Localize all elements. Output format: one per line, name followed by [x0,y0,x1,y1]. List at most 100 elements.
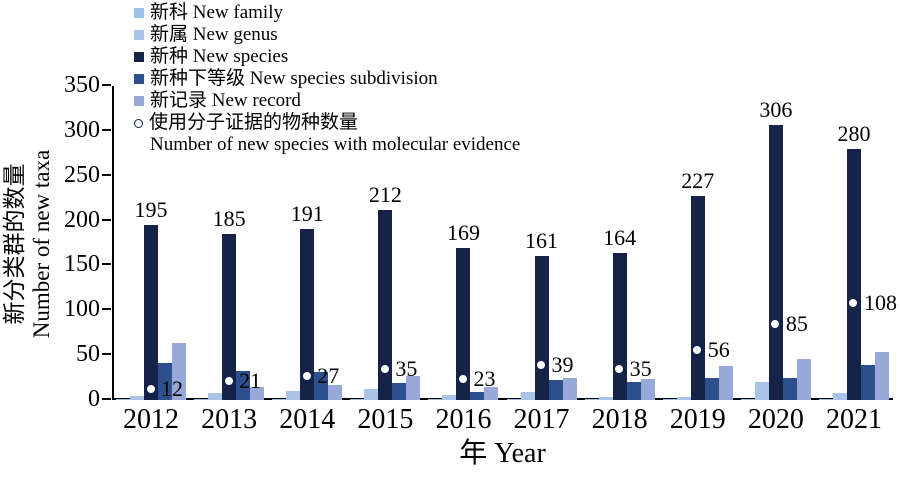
bar-new-genus-2019 [676,397,691,400]
bar-new-family-2018 [584,399,599,400]
year-group-2020: 306 85 2020 [737,86,815,435]
molecular-evidence-label: 85 [785,310,808,336]
bar-new-family-2014 [272,399,287,400]
legend-label: 新种下等级 New species subdivision [150,68,438,89]
bar-new-family-2015 [350,399,365,400]
bar-new-genus-2012 [130,396,145,400]
year-group-2012: 195 12 2012 [112,86,190,435]
bar-new-record-2016 [484,387,499,400]
bar-new-genus-2016 [442,394,457,400]
x-axis-tick-label: 2017 [513,404,570,435]
legend-item-new-species-subdivision: 新种下等级 New species subdivision [134,68,520,90]
legend-item-molecular-evidence-en: Number of new species with molecular evi… [134,134,520,156]
bar-new-record-2020 [796,358,811,400]
legend-swatch-icon [134,30,144,40]
bar-value-label: 191 [290,200,324,226]
bar-new-species-2019 [690,196,705,400]
legend-swatch-icon [134,74,144,84]
bar-new-family-2017 [506,399,521,400]
legend-label: 新属 New genus [150,24,278,45]
bar-new-record-2014 [328,384,343,400]
year-group-2014: 191 27 2014 [268,86,346,435]
year-group-2018: 164 35 2018 [581,86,659,435]
bar-new-genus-2017 [520,391,535,400]
molecular-evidence-label: 12 [161,376,184,402]
molecular-evidence-label: 27 [317,362,340,388]
bar-new-species-subdivision-2021 [860,365,875,400]
y-axis-tick-label: 200 [64,206,100,233]
molecular-evidence-label: 56 [707,336,730,362]
bar-new-species-2021 [846,148,861,400]
bar-new-species-subdivision-2015 [392,382,407,400]
legend-label: 新记录 New record [150,90,301,111]
bar-new-species-2017 [534,255,549,400]
bar-value-label: 195 [134,197,168,223]
y-axis-tick [102,263,111,266]
molecular-evidence-label: 21 [239,368,262,394]
bar-new-record-2017 [562,378,577,400]
molecular-evidence-marker [535,359,548,372]
bar-new-family-2013 [194,399,209,400]
legend-swatch-icon [134,8,144,18]
legend-label: Number of new species with molecular evi… [150,134,521,155]
molecular-evidence-marker [691,343,704,356]
plot-area [112,86,893,400]
y-axis-tick-label: 50 [76,341,100,368]
bar-new-species-2014 [300,228,315,400]
y-axis-tick [102,218,111,221]
legend-item-new-family: 新科 New family [134,2,520,24]
x-axis-tick-label: 2012 [123,404,180,435]
bar-new-species-2020 [768,125,783,400]
x-axis-tick-label: 2015 [357,404,414,435]
bar-new-record-2012 [172,342,187,400]
y-axis-tick-label: 250 [64,161,100,188]
x-axis-tick-label: 2021 [825,404,882,435]
y-axis-title: 新分类群的数量 Number of new taxa [1,87,57,401]
bar-new-genus-2014 [286,391,301,400]
molecular-evidence-marker [847,297,860,310]
bar-new-genus-2020 [754,382,769,400]
legend-swatch-icon [134,96,144,106]
bar-new-species-subdivision-2019 [704,378,719,400]
molecular-evidence-label: 23 [473,366,496,392]
bar-new-species-subdivision-2012 [158,363,173,400]
bar-cluster [190,86,268,400]
molecular-evidence-label: 35 [629,355,652,381]
bar-new-record-2019 [718,365,733,400]
bar-cluster [815,86,893,400]
bar-cluster [112,86,190,400]
bar-new-genus-2013 [208,392,223,400]
legend-label: 使用分子证据的物种数量 [149,112,359,133]
bar-new-species-2015 [378,209,393,400]
bar-value-label: 161 [525,227,559,253]
molecular-evidence-marker [613,362,626,375]
bar-value-label: 185 [212,206,246,232]
bar-new-family-2012 [116,399,131,400]
legend-item-new-genus: 新属 New genus [134,24,520,46]
bar-new-family-2020 [740,399,755,400]
y-axis-tick [102,84,111,86]
year-group-2013: 185 21 2013 [190,86,268,435]
bar-new-species-subdivision-2013 [236,371,251,400]
bar-value-label: 164 [603,224,637,250]
legend-item-new-species: 新种 New species [134,46,520,68]
y-axis-tick [102,398,111,400]
bar-cluster [424,86,502,400]
y-axis-tick [102,173,111,176]
molecular-evidence-marker [222,375,235,388]
legend-swatch-icon [134,52,144,62]
bar-value-label: 212 [368,181,402,207]
legend-label: 新种 New species [150,46,289,67]
bar-new-record-2015 [406,375,421,400]
bar-cluster [346,86,424,400]
bar-value-label: 306 [759,97,793,123]
open-circle-icon [134,118,143,128]
bar-new-species-2013 [222,234,237,400]
bar-new-record-2013 [250,386,265,400]
molecular-evidence-marker [144,383,157,396]
bar-new-species-subdivision-2016 [470,391,485,400]
molecular-evidence-marker [300,369,313,382]
bar-new-record-2018 [640,379,655,400]
year-group-2021: 280 108 2021 [815,86,897,435]
x-axis-tick-label: 2013 [201,404,258,435]
